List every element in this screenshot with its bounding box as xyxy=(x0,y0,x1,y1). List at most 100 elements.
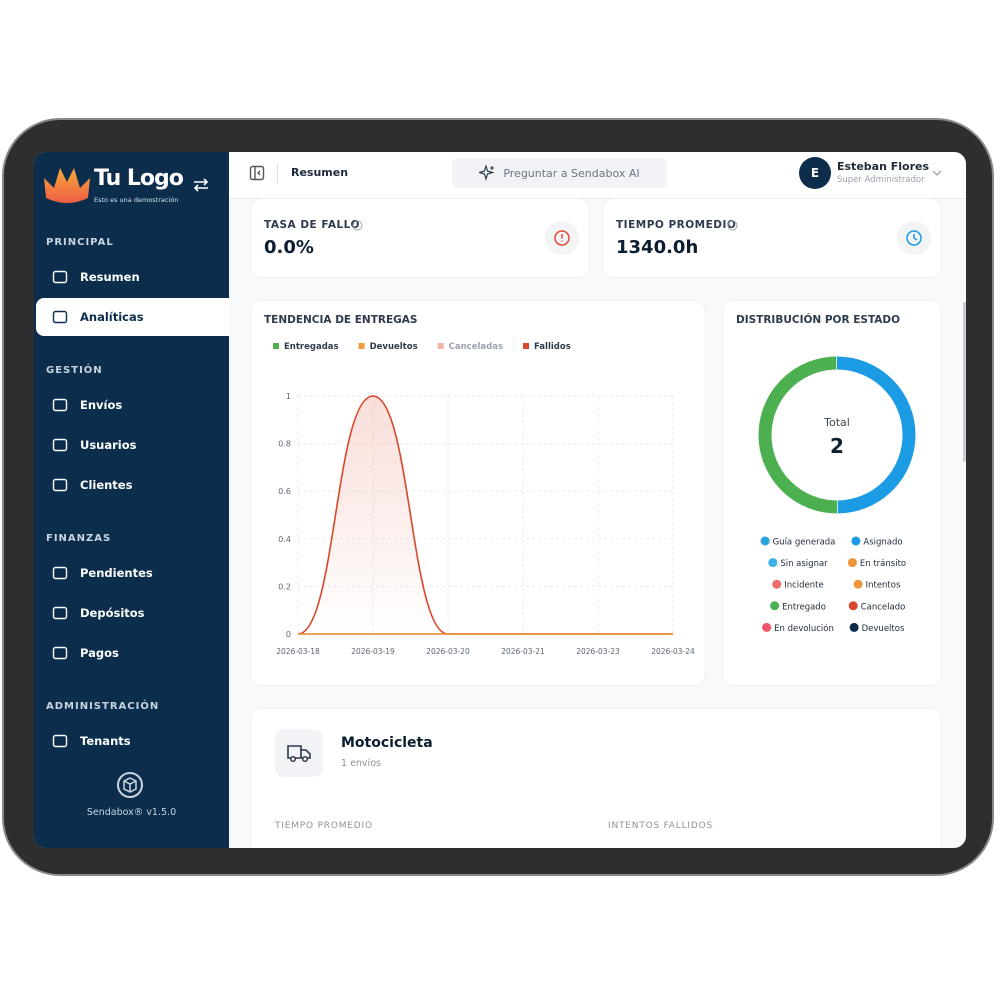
nav-icon xyxy=(52,566,68,580)
x-tick-label: 2026-03-23 xyxy=(576,647,620,656)
legend-swatch xyxy=(358,343,365,349)
donut-segment xyxy=(758,356,838,514)
legend-label: Entregado xyxy=(782,602,826,612)
nav-icon xyxy=(52,310,68,324)
legend-dot xyxy=(762,622,772,632)
logo-tagline: Esto es una demostración xyxy=(94,196,179,204)
y-tick-label: 0.4 xyxy=(278,535,291,544)
stat-value: 0.0% xyxy=(264,237,314,258)
user-menu-chevron[interactable] xyxy=(932,169,942,177)
legend-dot xyxy=(848,601,858,611)
nav-icon xyxy=(52,398,68,412)
chart-title: TENDENCIA DE ENTREGAS xyxy=(264,314,417,326)
y-tick-label: 0.2 xyxy=(278,582,291,591)
nav-label: Depósitos xyxy=(80,606,145,620)
nav-label: Tenants xyxy=(80,734,131,748)
nav-section-title: ADMINISTRACIÓN xyxy=(46,701,160,712)
icon-shape xyxy=(52,310,68,324)
chart-title: DISTRIBUCIÓN POR ESTADO xyxy=(736,313,900,326)
icon-shape xyxy=(52,646,68,660)
stat-icon xyxy=(897,221,931,255)
sendabox-icon xyxy=(117,772,143,798)
nav-icon xyxy=(52,438,68,452)
collapse-swap-icon[interactable] xyxy=(192,178,210,192)
avatar[interactable]: E xyxy=(799,157,831,189)
nav-icon xyxy=(52,606,68,620)
nav-icon xyxy=(52,478,68,492)
y-tick-label: 1 xyxy=(286,392,291,401)
field-label: TIEMPO PROMEDIO xyxy=(275,821,373,831)
ask-ai-button[interactable]: Preguntar a Sendabox AI xyxy=(452,158,667,188)
stat-label: TIEMPO PROMEDIO xyxy=(616,219,737,231)
user-role: Super Administrador xyxy=(837,175,925,185)
nav-label: Clientes xyxy=(80,478,133,492)
nav-item[interactable]: Depósitos xyxy=(36,594,229,632)
version: Sendabox® v1.5.0 xyxy=(86,807,177,818)
nav-item[interactable]: Clientes xyxy=(36,466,229,504)
icon-shape xyxy=(52,398,68,412)
stat-label: TASA DE FALLO xyxy=(264,219,360,231)
trend-card: TENDENCIA DE ENTREGAS Entregadas Devueltos… xyxy=(250,300,706,686)
vehicle-card: Motocicleta 1 envíos TIEMPO PROMEDIO INT… xyxy=(250,708,942,848)
legend-dot xyxy=(770,601,780,611)
distribution-chart: DISTRIBUCIÓN POR ESTADO Total 2 Guía genera… xyxy=(736,313,916,634)
center-total: 2 xyxy=(830,434,844,458)
icon-shape xyxy=(52,734,68,748)
legend-label: En tránsito xyxy=(860,559,906,569)
distribution-card: DISTRIBUCIÓN POR ESTADO Total 2 Guía genera… xyxy=(722,300,942,686)
legend-label: Guía generada xyxy=(773,538,836,548)
icon-shape xyxy=(52,566,68,580)
nav-item[interactable]: Envíos xyxy=(36,386,229,424)
sparkle-icon xyxy=(479,165,495,181)
field-label: INTENTOS FALLIDOS xyxy=(608,821,713,831)
icon-shape xyxy=(727,220,738,231)
legend-swatch xyxy=(273,343,279,349)
donut-segment xyxy=(836,356,916,514)
stat-card: TASA DE FALLO 0.0% xyxy=(250,198,590,278)
x-tick-label: 2026-03-24 xyxy=(651,647,695,656)
x-tick-label: 2026-03-18 xyxy=(276,647,320,656)
nav-item[interactable]: Analíticas xyxy=(36,298,229,336)
nav-item[interactable]: Pendientes xyxy=(36,554,229,592)
topbar: Resumen Preguntar a Sendabox AI E Esteba… xyxy=(229,152,966,199)
stat-card: TIEMPO PROMEDIO 1340.0h xyxy=(602,198,942,278)
center-label: Total xyxy=(823,416,850,429)
nav-section-title: PRINCIPAL xyxy=(46,237,114,248)
nav-item[interactable]: Resumen xyxy=(36,258,229,296)
nav-item[interactable]: Usuarios xyxy=(36,426,229,464)
nav-label: Resumen xyxy=(80,270,140,284)
nav-item[interactable]: Tenants xyxy=(36,722,229,760)
sidebar: Tu Logo Esto es una demostración PRINCIP… xyxy=(34,152,229,848)
logo-icon xyxy=(44,168,90,203)
icon-shape xyxy=(352,220,363,231)
legend-dot xyxy=(768,558,778,568)
nav-label: Analíticas xyxy=(80,310,144,324)
icon-shape xyxy=(52,606,68,620)
ask-ai-text: Preguntar a Sendabox AI xyxy=(503,166,640,180)
nav-label: Usuarios xyxy=(80,438,137,452)
nav-label: Pendientes xyxy=(80,566,153,580)
scrollbar xyxy=(963,302,966,462)
icon-shape xyxy=(554,230,570,246)
vehicle-count: 1 envíos xyxy=(341,758,381,769)
legend-dot xyxy=(760,536,770,546)
legend-label: Devueltos xyxy=(862,624,905,634)
legend-label: En devolución xyxy=(774,623,834,634)
legend-dot xyxy=(847,558,857,568)
vehicle-icon xyxy=(275,729,323,777)
nav-icon xyxy=(52,734,68,748)
nav-item[interactable]: Pagos xyxy=(36,634,229,672)
legend-label: Entregadas xyxy=(284,342,339,352)
icon-shape xyxy=(906,230,922,246)
y-tick-label: 0.6 xyxy=(278,487,291,496)
info-icon xyxy=(352,220,363,231)
user-name: Esteban Flores xyxy=(837,160,930,173)
info-icon xyxy=(727,220,738,231)
legend-label: Fallidos xyxy=(534,342,571,352)
screen: Tu Logo Esto es una demostración PRINCIP… xyxy=(34,152,966,848)
legend-label: Incidente xyxy=(784,581,824,591)
legend-dot xyxy=(772,579,782,589)
sidebar-toggle[interactable] xyxy=(249,165,265,181)
